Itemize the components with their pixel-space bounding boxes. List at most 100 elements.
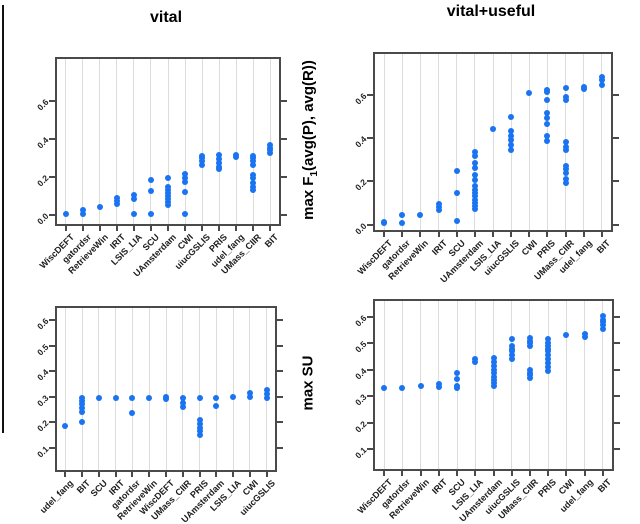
data-dot <box>472 356 479 363</box>
x-axis-tick <box>437 471 440 476</box>
category-gridline <box>65 59 67 224</box>
data-dot <box>199 161 206 168</box>
x-tick-label-IRIT: IRIT <box>429 477 449 497</box>
data-dot <box>526 335 533 342</box>
data-dot <box>471 153 478 160</box>
x-tick-label-BIT: BIT <box>263 232 281 250</box>
x-axis-tick <box>601 471 604 476</box>
data-dot <box>544 132 551 139</box>
data-dot <box>562 96 569 103</box>
panel-title-vital-useful: vital+useful <box>446 3 536 20</box>
data-dot <box>545 343 552 350</box>
data-dot <box>250 153 257 160</box>
data-dot <box>216 155 223 162</box>
data-dot <box>417 382 424 389</box>
category-gridline <box>269 59 271 224</box>
data-dot <box>545 352 552 359</box>
data-dot <box>508 128 515 135</box>
x-axis-tick <box>600 232 603 237</box>
data-dot <box>381 219 388 226</box>
x-axis-tick <box>547 471 550 476</box>
x-axis-tick <box>419 471 422 476</box>
category-gridline <box>165 308 167 470</box>
data-dot <box>79 401 86 408</box>
data-dot <box>526 90 533 97</box>
category-gridline <box>215 308 217 470</box>
x-axis-tick <box>148 472 151 477</box>
data-dot <box>490 354 497 361</box>
data-dot <box>216 152 223 159</box>
y-axis-tick-right <box>614 395 620 398</box>
data-dot <box>182 211 189 218</box>
category-gridline <box>115 308 117 470</box>
data-dot <box>490 362 497 369</box>
y-axis-tick-left <box>49 176 55 179</box>
data-dot <box>562 93 569 100</box>
y-axis-tick-right <box>277 319 283 322</box>
data-dot <box>129 410 136 417</box>
data-dot <box>267 150 274 157</box>
data-dot <box>454 376 461 383</box>
data-dot <box>163 393 169 400</box>
scan-artifact-line <box>2 5 4 433</box>
data-dot <box>182 171 189 178</box>
x-axis-tick <box>528 232 531 237</box>
x-axis-tick <box>564 232 567 237</box>
data-dot <box>562 180 569 187</box>
data-dot <box>79 419 86 426</box>
strip-plot-vital-f1: WiscDEFT gatordsr RetrieveWin IRIT LSIS_LIA S… <box>35 57 287 279</box>
x-axis-tick <box>401 232 404 237</box>
x-axis-tick <box>184 226 187 231</box>
data-dot <box>471 186 478 193</box>
y-axis-tick-left <box>49 138 55 141</box>
data-dot <box>399 211 406 218</box>
category-gridline <box>528 54 530 230</box>
y-axis-tick-left <box>49 446 55 449</box>
data-dot <box>79 409 86 416</box>
x-tick-label-SCU: SCU <box>88 478 109 499</box>
data-dot <box>417 211 424 218</box>
x-axis-tick <box>565 471 568 476</box>
data-dot <box>399 220 406 227</box>
data-dot <box>544 87 551 94</box>
data-dot <box>526 366 533 373</box>
y-axis-tick-left <box>367 448 373 451</box>
data-dot <box>146 395 153 402</box>
data-dot <box>79 207 86 214</box>
x-axis-tick <box>510 471 513 476</box>
data-dot <box>453 190 460 197</box>
x-axis-tick <box>181 472 184 477</box>
data-dot <box>490 358 497 365</box>
data-dot <box>454 369 461 376</box>
category-gridline <box>252 59 254 224</box>
data-dot <box>490 126 496 133</box>
category-gridline <box>401 301 403 469</box>
y-axis-tick-right <box>277 446 283 449</box>
data-dot <box>471 190 478 197</box>
data-dot <box>508 343 515 350</box>
panel-title-vital: vital <box>149 9 183 26</box>
data-dot <box>196 420 203 427</box>
category-gridline <box>547 301 549 469</box>
category-gridline <box>201 59 203 224</box>
data-dot <box>453 218 460 225</box>
y-axis-tick-right <box>277 344 283 347</box>
data-dot <box>196 416 203 423</box>
ylabel-f1-post: (avg(P), avg(R)) <box>300 60 317 171</box>
y-axis-tick-left <box>49 214 55 217</box>
x-axis-tick <box>115 226 118 231</box>
y-axis-tick-left <box>367 368 373 371</box>
x-axis-tick <box>582 232 585 237</box>
data-dot <box>508 352 515 359</box>
x-axis-tick <box>546 232 549 237</box>
data-dot <box>471 196 478 203</box>
y-axis-tick-left <box>367 136 373 139</box>
data-dot <box>545 368 552 375</box>
x-tick-label-BIT: BIT <box>595 477 613 495</box>
y-axis-tick-right <box>281 138 287 141</box>
x-axis-tick <box>528 471 531 476</box>
category-gridline <box>474 301 476 469</box>
ylabel-f1-subscript: 1 <box>309 170 320 177</box>
data-dot <box>182 174 189 181</box>
data-dot <box>544 115 551 122</box>
